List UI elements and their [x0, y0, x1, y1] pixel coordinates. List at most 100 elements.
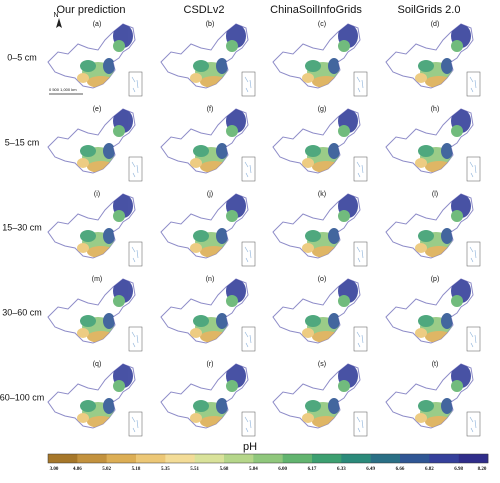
colorbar-segment: [194, 454, 225, 463]
colorbar-label: 3.00: [50, 467, 59, 472]
scale-label: 0 500 1,000 km: [49, 87, 77, 92]
map-panel: (p): [386, 276, 480, 351]
colorbar-label: 5.68: [220, 467, 229, 472]
panel-label: (j): [207, 191, 213, 198]
colorbar-label: 6.17: [308, 467, 317, 472]
row-label: 15–30 cm: [2, 222, 42, 232]
colorbar-segment: [312, 454, 342, 463]
colorbar-segment: [136, 454, 166, 463]
colorbar-frame: [47, 453, 489, 464]
map-panel: (g): [273, 106, 367, 181]
colorbar-segment: [282, 454, 313, 463]
colorbar-segment: [400, 454, 430, 463]
panel-label: (g): [318, 106, 327, 113]
colorbar-label: 6.98: [454, 467, 463, 472]
map: [48, 194, 142, 266]
colorbar-segment: [370, 454, 401, 463]
map: [386, 24, 480, 96]
map: [386, 109, 480, 181]
map: [273, 109, 367, 181]
panel-label: (o): [318, 276, 327, 283]
map-panel: (d): [386, 21, 480, 96]
map-panel: (f): [161, 106, 255, 181]
colorbar-title: pH: [243, 441, 257, 453]
column-header: CSDLv2: [184, 4, 225, 16]
map: [273, 364, 367, 436]
colorbar-segment: [165, 454, 195, 463]
map-panel: (e): [48, 106, 142, 181]
map: [386, 194, 480, 266]
colorbar-label: 6.82: [425, 467, 434, 472]
colorbar-label: 6.00: [278, 467, 287, 472]
row-label: 0–5 cm: [7, 52, 37, 62]
map: [161, 24, 255, 96]
panel-label: (h): [431, 106, 440, 113]
map: [161, 364, 255, 436]
map: [386, 279, 480, 351]
row-label: 30–60 cm: [2, 307, 42, 317]
map-panel: (h): [386, 106, 480, 181]
panel-label: (k): [318, 191, 326, 198]
colorbar-label: 5.84: [249, 467, 258, 472]
colorbar-segment: [253, 454, 283, 463]
map-panel: (j): [161, 191, 255, 266]
map-panel: (t): [386, 361, 480, 436]
map: [161, 194, 255, 266]
map-panel: (k): [273, 191, 367, 266]
map-panel: (b): [161, 21, 255, 96]
panel-label: (e): [93, 106, 102, 113]
panel-label: (c): [318, 21, 326, 28]
map: [48, 364, 142, 436]
panel-label: (n): [206, 276, 215, 283]
north-label: N: [53, 12, 58, 19]
panel-label: (a): [93, 21, 102, 28]
panel-label: (m): [92, 276, 103, 283]
row-label: 5–15 cm: [5, 137, 40, 147]
map: [161, 109, 255, 181]
map-panel: (n): [161, 276, 255, 351]
map: [48, 279, 142, 351]
map-panel: (i): [48, 191, 142, 266]
map: [273, 24, 367, 96]
panel-label: (p): [431, 276, 440, 283]
map-panel: (s): [273, 361, 367, 436]
colorbar-label: 4.86: [73, 467, 82, 472]
colorbar-segment: [77, 454, 107, 463]
north-arrow: [56, 18, 62, 28]
colorbar-label: 6.66: [396, 467, 405, 472]
map-panel: (m): [48, 276, 142, 351]
colorbar-segment: [106, 454, 137, 463]
map: [48, 109, 142, 181]
colorbar-label: 6.33: [337, 467, 346, 472]
map: [161, 279, 255, 351]
column-header: SoilGrids 2.0: [398, 4, 461, 16]
panel-label: (s): [318, 361, 326, 368]
map-panel: (l): [386, 191, 480, 266]
column-header: ChinaSoilInfoGrids: [270, 4, 362, 16]
map-panel: (a): [48, 21, 142, 96]
map-annotations: N 0 500 1,000 km: [49, 12, 83, 95]
map-panel: (c): [273, 21, 367, 96]
map: [386, 364, 480, 436]
colorbar-label: 5.35: [161, 467, 170, 472]
colorbar-segment: [48, 454, 78, 463]
map: [273, 194, 367, 266]
panel-label: (q): [93, 361, 102, 368]
colorbar-label: 5.18: [132, 467, 141, 472]
panel-label: (i): [94, 191, 100, 198]
map-panel: (o): [273, 276, 367, 351]
colorbar-segment: [224, 454, 254, 463]
map-panel: (r): [161, 361, 255, 436]
map-panel: (q): [48, 361, 142, 436]
colorbar-segment: [341, 454, 371, 463]
panel-label: (d): [431, 21, 440, 28]
map: [48, 24, 142, 96]
colorbar-segment: [429, 454, 459, 463]
panel-label: (l): [432, 191, 438, 198]
panel-label: (r): [207, 361, 214, 368]
colorbar-label: 5.02: [102, 467, 111, 472]
colorbar-segment: [458, 454, 489, 463]
row-label: 60–100 cm: [0, 392, 44, 402]
map: [273, 279, 367, 351]
